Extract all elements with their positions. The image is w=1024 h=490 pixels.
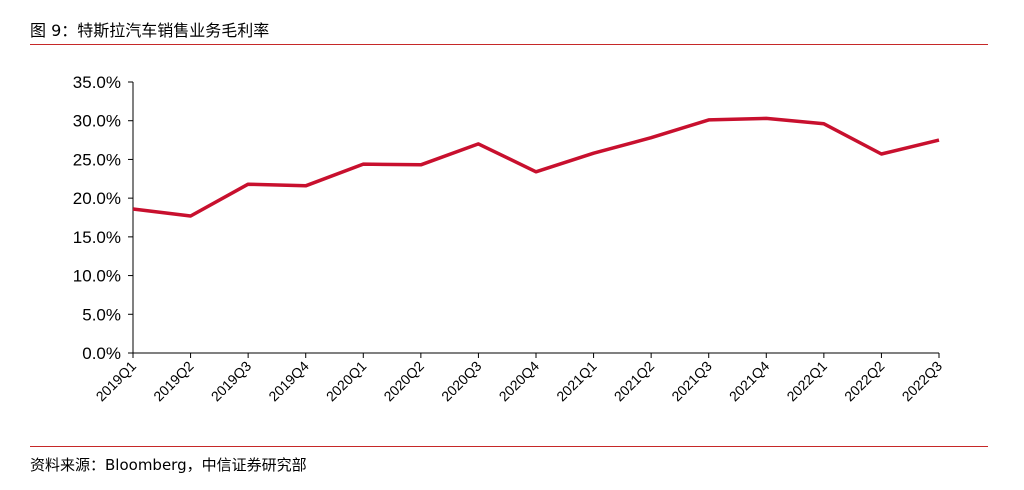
y-tick-label: 30.0% — [73, 112, 121, 131]
x-tick-label: 2022Q1 — [783, 358, 830, 405]
y-tick-label: 20.0% — [73, 189, 121, 208]
x-tick-label: 2022Q3 — [899, 358, 946, 405]
x-tick-label: 2021Q4 — [726, 358, 773, 405]
y-tick-label: 10.0% — [73, 267, 121, 286]
x-tick-label: 2021Q1 — [553, 358, 600, 405]
series-line-0 — [133, 118, 939, 216]
y-tick-label: 25.0% — [73, 150, 121, 169]
x-tick-label: 2021Q3 — [668, 358, 715, 405]
x-tick-label: 2020Q4 — [496, 358, 543, 405]
y-tick-label: 5.0% — [82, 305, 121, 324]
x-tick-label: 2020Q1 — [323, 358, 370, 405]
x-tick-label: 2019Q2 — [150, 358, 197, 405]
source-note: 资料来源：Bloomberg，中信证券研究部 — [30, 455, 307, 475]
source-rule — [30, 446, 988, 447]
x-tick-label: 2020Q2 — [380, 358, 427, 405]
y-tick-label: 0.0% — [82, 344, 121, 363]
x-tick-label: 2019Q3 — [208, 358, 255, 405]
y-tick-label: 35.0% — [73, 73, 121, 92]
x-tick-label: 2021Q2 — [611, 358, 658, 405]
y-tick-label: 15.0% — [73, 228, 121, 247]
x-tick-label: 2020Q3 — [438, 358, 485, 405]
x-tick-label: 2019Q4 — [265, 358, 312, 405]
x-tick-label: 2019Q1 — [93, 358, 140, 405]
x-tick-label: 2022Q2 — [841, 358, 888, 405]
